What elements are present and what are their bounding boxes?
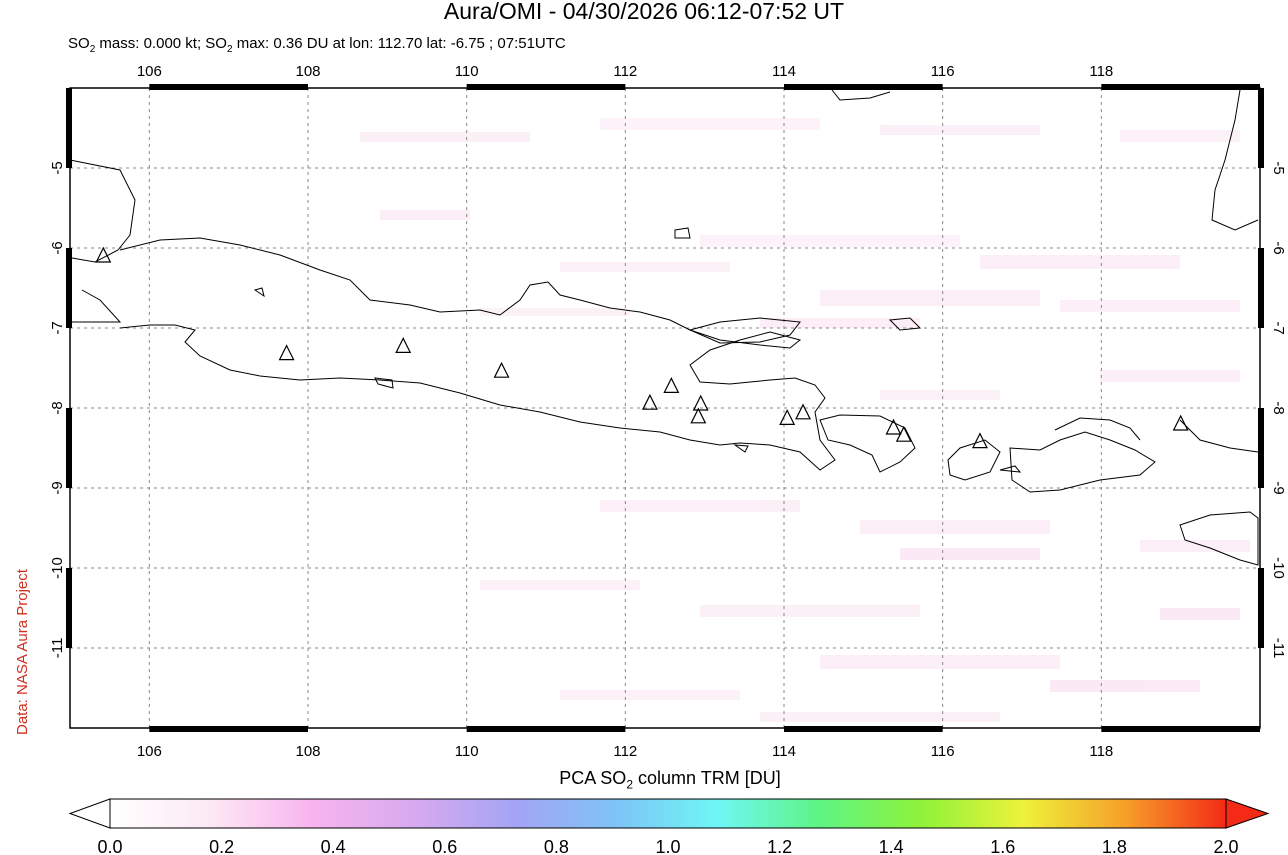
lat-tick-label-right: -10 [1270,557,1287,579]
volcano-marker [795,403,812,420]
volcano-markers [95,246,1189,449]
lat-tick-label-right: -6 [1270,241,1287,254]
frame-bar-left [66,408,72,488]
volcano-marker [895,425,912,442]
lon-tick-label-top: 106 [137,63,162,80]
lon-tick-label-bottom: 106 [137,743,162,760]
colorbar-tick-label: 0.2 [209,837,234,855]
volcano-marker [1172,414,1189,431]
colorbar-tick-label: 0.0 [97,837,122,855]
lon-tick-label-bottom: 114 [772,743,796,760]
colorbar-max-arrow [1225,798,1270,829]
map-axes: 106 106 108 108 110 110 112 112 114 114 116 116 118 1… [49,63,1287,760]
frame-bar-top [1101,84,1260,90]
frame-bar-bottom [784,726,943,732]
lon-tick-label-top: 108 [295,63,320,80]
colorbar-title-prefix: PCA SO [559,768,627,788]
colorbar-min-arrow [68,798,111,829]
lat-tick-label-right: -9 [1270,481,1287,494]
lat-tick-label-left: -9 [49,481,66,494]
volcano-marker [641,393,658,410]
lon-tick-label-bottom: 118 [1089,743,1113,760]
subtitle-sub2: 2 [226,44,233,55]
frame-bar-bottom [149,726,308,732]
lon-tick-label-bottom: 108 [295,743,320,760]
frame-bar-top [149,84,308,90]
volcano-marker [278,344,295,361]
subtitle-rest: max: 0.36 DU at lon: 112.70 lat: -6.75 ;… [232,35,566,52]
colorbar-title-sub: 2 [626,777,633,792]
so2-summary: SO2 mass: 0.000 kt; SO2 max: 0.36 DU at … [68,35,566,55]
colorbar-tick-label: 0.4 [321,837,346,855]
lat-tick-label-left: -10 [49,557,66,579]
frame-bar-top [466,84,626,90]
subtitle-sub: 2 [89,44,96,55]
colorbar-tick-label: 1.0 [655,837,680,855]
graticule [70,88,1260,728]
lat-tick-label-left: -7 [49,321,66,334]
subtitle-mid: mass: 0.000 kt; SO [95,35,227,52]
colorbar-tick-label: 0.8 [544,837,569,855]
volcano-marker [971,432,988,449]
colorbar-title-rest: column TRM [DU] [633,768,781,788]
colorbar: 0.0 0.2 0.4 0.6 0.8 1.0 1.2 1.4 1.6 1.8 2.0 [68,798,1270,855]
colorbar-tick-label: 1.4 [879,837,904,855]
volcano-marker [493,361,510,378]
frame-bar-left [66,568,72,648]
lat-tick-label-right: -8 [1270,401,1287,414]
lat-tick-label-left: -5 [49,161,66,174]
colorbar-tick-label: 1.2 [767,837,792,855]
lon-tick-label-top: 110 [455,63,479,80]
lat-tick-label-right: -11 [1270,638,1287,659]
lon-tick-label-top: 118 [1089,63,1113,80]
lat-tick-label-right: -5 [1270,161,1287,174]
frame-bar-right [1258,248,1264,328]
colorbar-tick-label: 1.6 [990,837,1015,855]
lon-tick-label-top: 112 [613,63,637,80]
volcano-marker [779,409,796,425]
frame-bar-bottom [466,726,626,732]
frame-bar-right [1258,88,1264,168]
volcano-marker [395,337,412,353]
lat-tick-label-left: -11 [49,638,66,659]
lat-tick-label-left: -8 [49,401,66,414]
volcano-marker [663,377,680,393]
colorbar-tick-label: 2.0 [1213,837,1238,855]
frame-bar-left [66,248,72,328]
frame-bar-right [1258,408,1264,488]
colorbar-title: PCA SO2 column TRM [DU] [0,768,1288,792]
volcano-marker [885,418,902,435]
colorbar-tick-label: 1.8 [1102,837,1127,855]
frame-bar-bottom [1101,726,1260,732]
lon-tick-label-top: 116 [931,63,955,80]
volcano-marker [692,394,709,411]
colorbar-bar [109,798,1227,829]
lat-tick-label-left: -6 [49,241,66,254]
frame-bar-left [66,88,72,168]
map-title: Aura/OMI - 04/30/2026 06:12-07:52 UT [443,0,845,24]
lon-tick-label-bottom: 110 [455,743,479,760]
volcano-marker [95,246,112,263]
lon-tick-label-bottom: 116 [931,743,955,760]
colorbar-tick-label: 0.6 [432,837,457,855]
so2-retrieval-streaks [360,118,1250,722]
lat-tick-label-right: -7 [1270,321,1287,334]
lon-tick-label-bottom: 112 [613,743,637,760]
lon-tick-label-top: 114 [772,63,796,80]
map-frame [66,84,1264,732]
frame-bar-right [1258,568,1264,648]
volcano-marker [690,407,707,424]
coastlines [69,89,1259,566]
frame-bar-top [784,84,943,90]
subtitle-prefix: SO [68,35,90,52]
